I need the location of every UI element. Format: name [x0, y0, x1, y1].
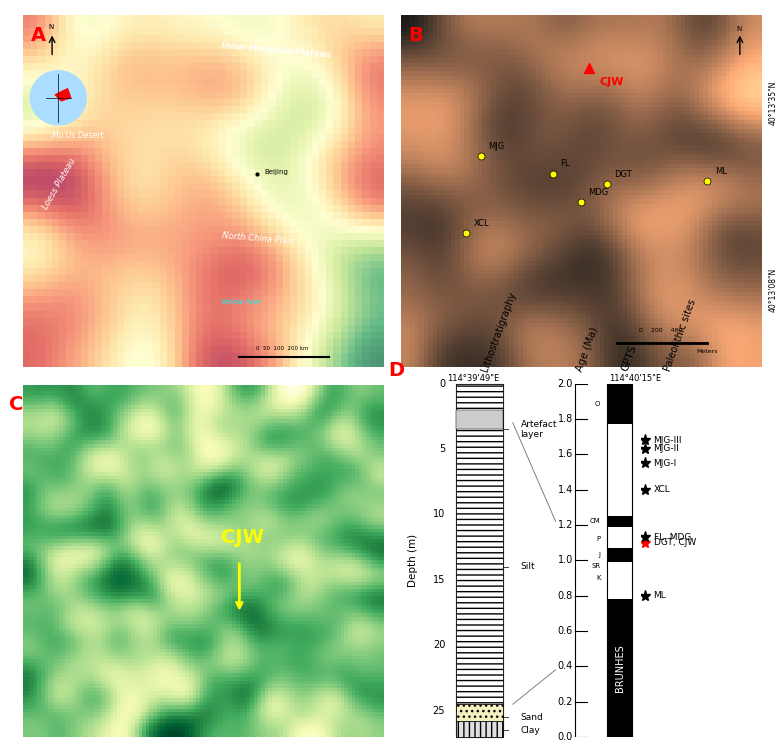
Text: C: C [9, 396, 23, 414]
Bar [608, 548, 632, 562]
Text: North China Plain: North China Plain [221, 231, 294, 246]
Text: MATUYAMA: MATUYAMA [615, 443, 625, 497]
Bar [608, 562, 632, 599]
Bar [457, 384, 503, 737]
Text: 0.2: 0.2 [558, 696, 573, 707]
Text: BRUNHES: BRUNHES [615, 644, 625, 692]
Text: ML: ML [715, 166, 726, 175]
Text: B: B [409, 26, 423, 44]
Text: CJW: CJW [221, 528, 264, 547]
Text: Beijing: Beijing [264, 168, 288, 174]
Text: 15: 15 [433, 575, 445, 585]
Text: 0: 0 [439, 378, 445, 389]
Text: Paleolithic sites: Paleolithic sites [662, 298, 698, 373]
Text: J: J [598, 552, 601, 558]
Bar [457, 384, 503, 704]
Text: 1.2: 1.2 [558, 520, 573, 530]
Text: ML: ML [653, 591, 667, 600]
Text: GPTS: GPTS [620, 344, 639, 373]
Text: CJW: CJW [599, 77, 624, 87]
Text: 5: 5 [439, 444, 445, 454]
Text: 1.8: 1.8 [558, 414, 573, 424]
Text: 1.0: 1.0 [558, 555, 573, 566]
Text: 0.0: 0.0 [558, 732, 573, 742]
Text: 2.0: 2.0 [558, 378, 573, 389]
Bar [608, 384, 632, 424]
Bar [608, 424, 632, 516]
Text: SR: SR [591, 562, 601, 569]
Text: D: D [388, 361, 405, 380]
Text: Inner Mongolia Plateau: Inner Mongolia Plateau [221, 41, 332, 59]
Bar [457, 721, 503, 737]
Text: 0.4: 0.4 [558, 661, 573, 672]
Circle shape [30, 71, 86, 125]
Text: Clay: Clay [521, 726, 540, 735]
Text: Loess Plateau: Loess Plateau [41, 156, 78, 211]
Text: Meters: Meters [697, 349, 718, 354]
Text: Age (Ma): Age (Ma) [575, 326, 601, 373]
Text: N: N [737, 26, 741, 32]
Text: 40°13'35"N: 40°13'35"N [768, 81, 777, 126]
Text: K: K [596, 575, 601, 581]
Text: 1.6: 1.6 [558, 449, 573, 459]
Text: DGT, CJW: DGT, CJW [653, 538, 696, 547]
Text: Yellow river: Yellow river [221, 299, 262, 305]
Text: MJG-II: MJG-II [653, 444, 680, 453]
Bar [608, 384, 632, 737]
Text: 10: 10 [433, 509, 445, 520]
Text: CM: CM [590, 518, 601, 524]
Text: Sand: Sand [521, 713, 543, 722]
Text: 40°13'08"N: 40°13'08"N [768, 268, 777, 312]
Bar [608, 526, 632, 548]
Text: FL: FL [559, 159, 570, 168]
Text: MDG: MDG [589, 188, 609, 196]
Bar [457, 410, 503, 429]
Text: DGT: DGT [614, 170, 632, 179]
Text: N: N [48, 24, 54, 30]
Text: 0    200    400: 0 200 400 [639, 328, 682, 333]
Text: MJG-I: MJG-I [653, 459, 677, 468]
Text: 25: 25 [433, 706, 445, 716]
Text: 1.4: 1.4 [558, 484, 573, 495]
Text: XCL: XCL [653, 485, 671, 494]
Bar [608, 599, 632, 737]
Bar [608, 516, 632, 526]
Text: XCL: XCL [473, 220, 489, 229]
Text: MJG: MJG [488, 142, 504, 151]
Text: Depth (m): Depth (m) [408, 534, 417, 587]
Text: 0  50  100  200 km: 0 50 100 200 km [256, 346, 308, 350]
Text: Artefact
layer: Artefact layer [521, 420, 557, 439]
Bar [457, 704, 503, 721]
Text: 0.6: 0.6 [558, 626, 573, 636]
Text: FL, MDG: FL, MDG [653, 532, 691, 541]
Text: 114°39'49"E: 114°39'49"E [448, 374, 500, 384]
Text: Mu Us Desert: Mu Us Desert [52, 132, 103, 141]
Text: 0.8: 0.8 [558, 590, 573, 601]
Text: 114°40'15"E: 114°40'15"E [609, 374, 661, 384]
Text: MJG-III: MJG-III [653, 435, 682, 444]
Text: O: O [595, 401, 601, 407]
Text: 20: 20 [433, 640, 445, 650]
Text: P: P [596, 536, 601, 542]
Text: Lithostratigraphy: Lithostratigraphy [480, 290, 518, 373]
Text: A: A [30, 26, 46, 44]
Polygon shape [55, 89, 71, 101]
Text: Silt: Silt [521, 562, 535, 572]
